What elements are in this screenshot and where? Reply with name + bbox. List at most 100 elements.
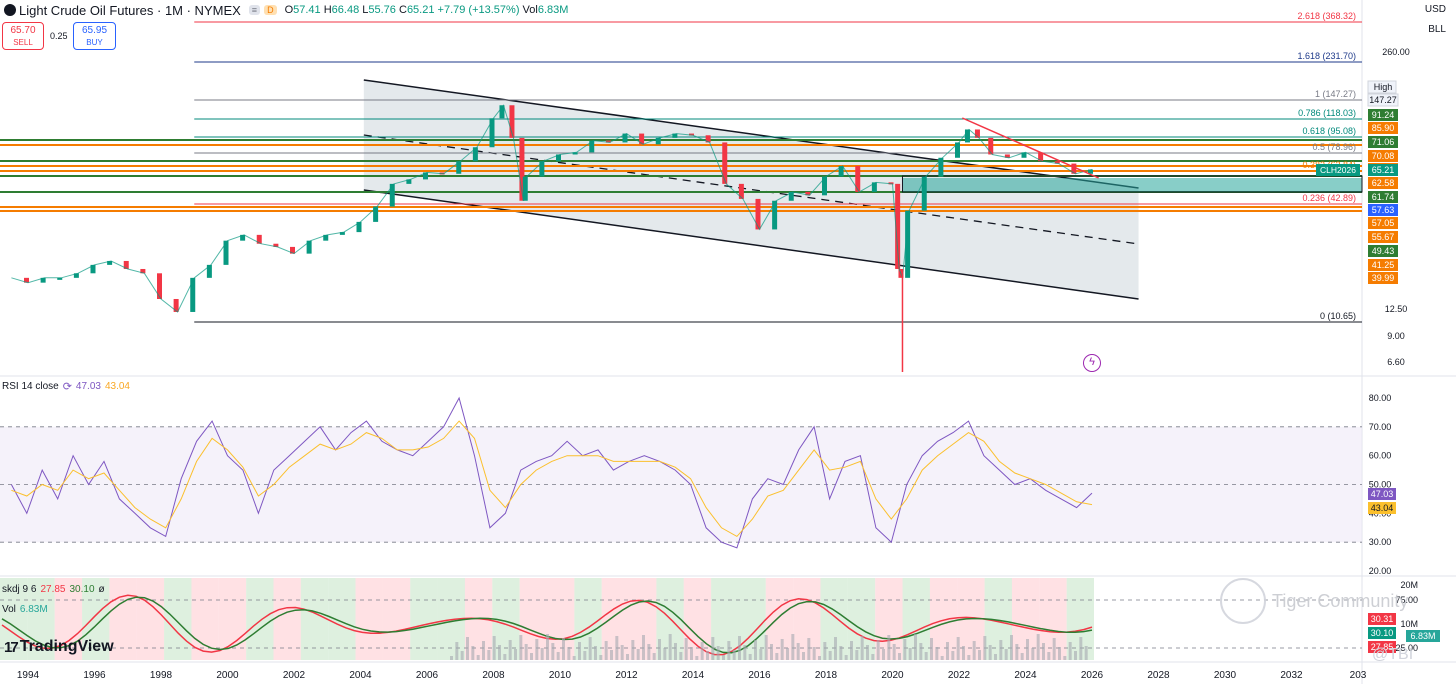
rsi-label-bg: [1368, 502, 1396, 514]
volume-bar: [455, 642, 459, 660]
price-label-bg: [1368, 122, 1398, 134]
skdj-bg-band: [519, 578, 547, 660]
price-candle: [472, 147, 478, 162]
volume-bar: [1015, 644, 1019, 660]
x-axis-year: 2002: [283, 670, 306, 681]
price-candle: [974, 129, 980, 138]
volume-bar: [786, 648, 789, 660]
skdj-bg-band: [164, 578, 192, 660]
skdj-label: 6.83M: [1410, 631, 1435, 641]
volume-bar: [1063, 656, 1067, 660]
unit-selector[interactable]: BLL: [1428, 24, 1446, 35]
volume-bar: [466, 637, 469, 660]
volume-bar: [972, 641, 976, 660]
fib-label: 2.618 (368.32): [1297, 11, 1356, 21]
volume-bar: [583, 651, 587, 660]
rsi-header[interactable]: RSI 14 close ⟳ 47.03 43.04: [2, 380, 130, 393]
price-candle: [489, 118, 495, 148]
volume-bar: [1031, 648, 1035, 660]
price-candle: [1054, 161, 1060, 164]
skdj-bg-band: [273, 578, 301, 660]
price-candle: [1004, 154, 1010, 158]
zone-box: [902, 178, 1362, 192]
zone-outline: [901, 175, 1363, 193]
price-candle: [123, 260, 129, 269]
skdj-header[interactable]: skdj 9 6 27.85 30.10 ø: [2, 584, 105, 595]
price-label-bg: [1368, 231, 1398, 243]
x-axis-year: 2028: [1147, 670, 1170, 681]
skdj-extra: ø: [98, 584, 105, 595]
volume-bar: [498, 645, 501, 660]
low-value: 55.76: [368, 4, 396, 16]
lightning-icon[interactable]: ϟ: [1083, 354, 1101, 372]
volume-bar: [460, 651, 464, 660]
price-candle: [639, 133, 645, 145]
volume-bar: [562, 638, 565, 660]
skdj-label-bg: [1368, 613, 1396, 625]
skdj-bg-band: [410, 578, 438, 660]
vol-header[interactable]: Vol 6.83M: [2, 604, 48, 615]
vol-value: 6.83M: [537, 4, 569, 16]
sell-button[interactable]: 65.70 SELL: [2, 22, 44, 50]
price-label-bg: [1367, 93, 1399, 107]
x-axis-year: 2004: [349, 670, 372, 681]
symbol-title[interactable]: Light Crude Oil Futures · 1M · NYMEX: [19, 2, 241, 18]
volume-bar: [647, 644, 651, 660]
volume-bar: [967, 655, 971, 660]
volume-bar: [770, 644, 773, 660]
skdj-bg-band: [109, 578, 137, 660]
price-candle: [256, 234, 262, 244]
price-candle: [556, 154, 561, 162]
buy-button[interactable]: 65.95 BUY: [73, 22, 116, 50]
volume-bar: [839, 646, 843, 660]
tiger-logo-icon: [1220, 578, 1266, 624]
tradingview-logo[interactable]: 17 TradingView: [4, 638, 114, 656]
price-candle: [1021, 152, 1027, 158]
volume-bar: [556, 652, 560, 660]
skdj-label-bg: [1368, 627, 1396, 639]
volume-bar: [1047, 652, 1051, 660]
volume-bar: [540, 648, 544, 660]
price-candle: [1071, 163, 1077, 174]
price-candle: [73, 273, 79, 278]
price-label: 57.05: [1372, 218, 1395, 228]
price-candle: [157, 273, 162, 299]
currency-selector[interactable]: USD: [1424, 4, 1446, 15]
close-value: 65.21: [406, 4, 435, 16]
settings-loop-icon[interactable]: ⟳: [62, 381, 72, 393]
price-label: 55.67: [1372, 232, 1395, 242]
volume-bar: [1068, 642, 1072, 660]
price-label: 91.24: [1372, 110, 1395, 120]
price-candle: [772, 200, 778, 230]
volume-bar: [930, 638, 933, 660]
volume-bar: [807, 638, 811, 660]
volume-bar: [674, 643, 677, 660]
price-label: 85.90: [1372, 123, 1395, 133]
price-candle: [955, 142, 960, 158]
fib-label: 0 (10.65): [1320, 311, 1356, 321]
volume-bar: [796, 643, 800, 660]
volume-bar: [732, 650, 736, 660]
delayed-badge[interactable]: D: [264, 5, 277, 15]
price-axis-tick: 9.00: [1387, 331, 1405, 341]
price-candle: [938, 157, 944, 177]
volume-bar: [876, 640, 880, 660]
volume-bar: [818, 656, 821, 660]
volume-bar: [946, 642, 949, 660]
volume-bar: [695, 656, 699, 660]
skdj-bg-band: [355, 578, 383, 660]
volume-bar: [940, 656, 944, 660]
price-candle: [572, 152, 578, 155]
skdj-bg-band: [300, 578, 329, 660]
volume-bar: [999, 640, 1003, 660]
volume-bar: [610, 650, 613, 660]
volume-bar: [652, 653, 656, 660]
rsi-axis-tick: 20.00: [1369, 566, 1392, 576]
volume-bar: [908, 648, 912, 660]
price-candle: [24, 277, 29, 283]
menu-icon[interactable]: ≡: [248, 5, 261, 15]
volume-bar: [855, 650, 859, 660]
volume-bar: [791, 634, 795, 660]
